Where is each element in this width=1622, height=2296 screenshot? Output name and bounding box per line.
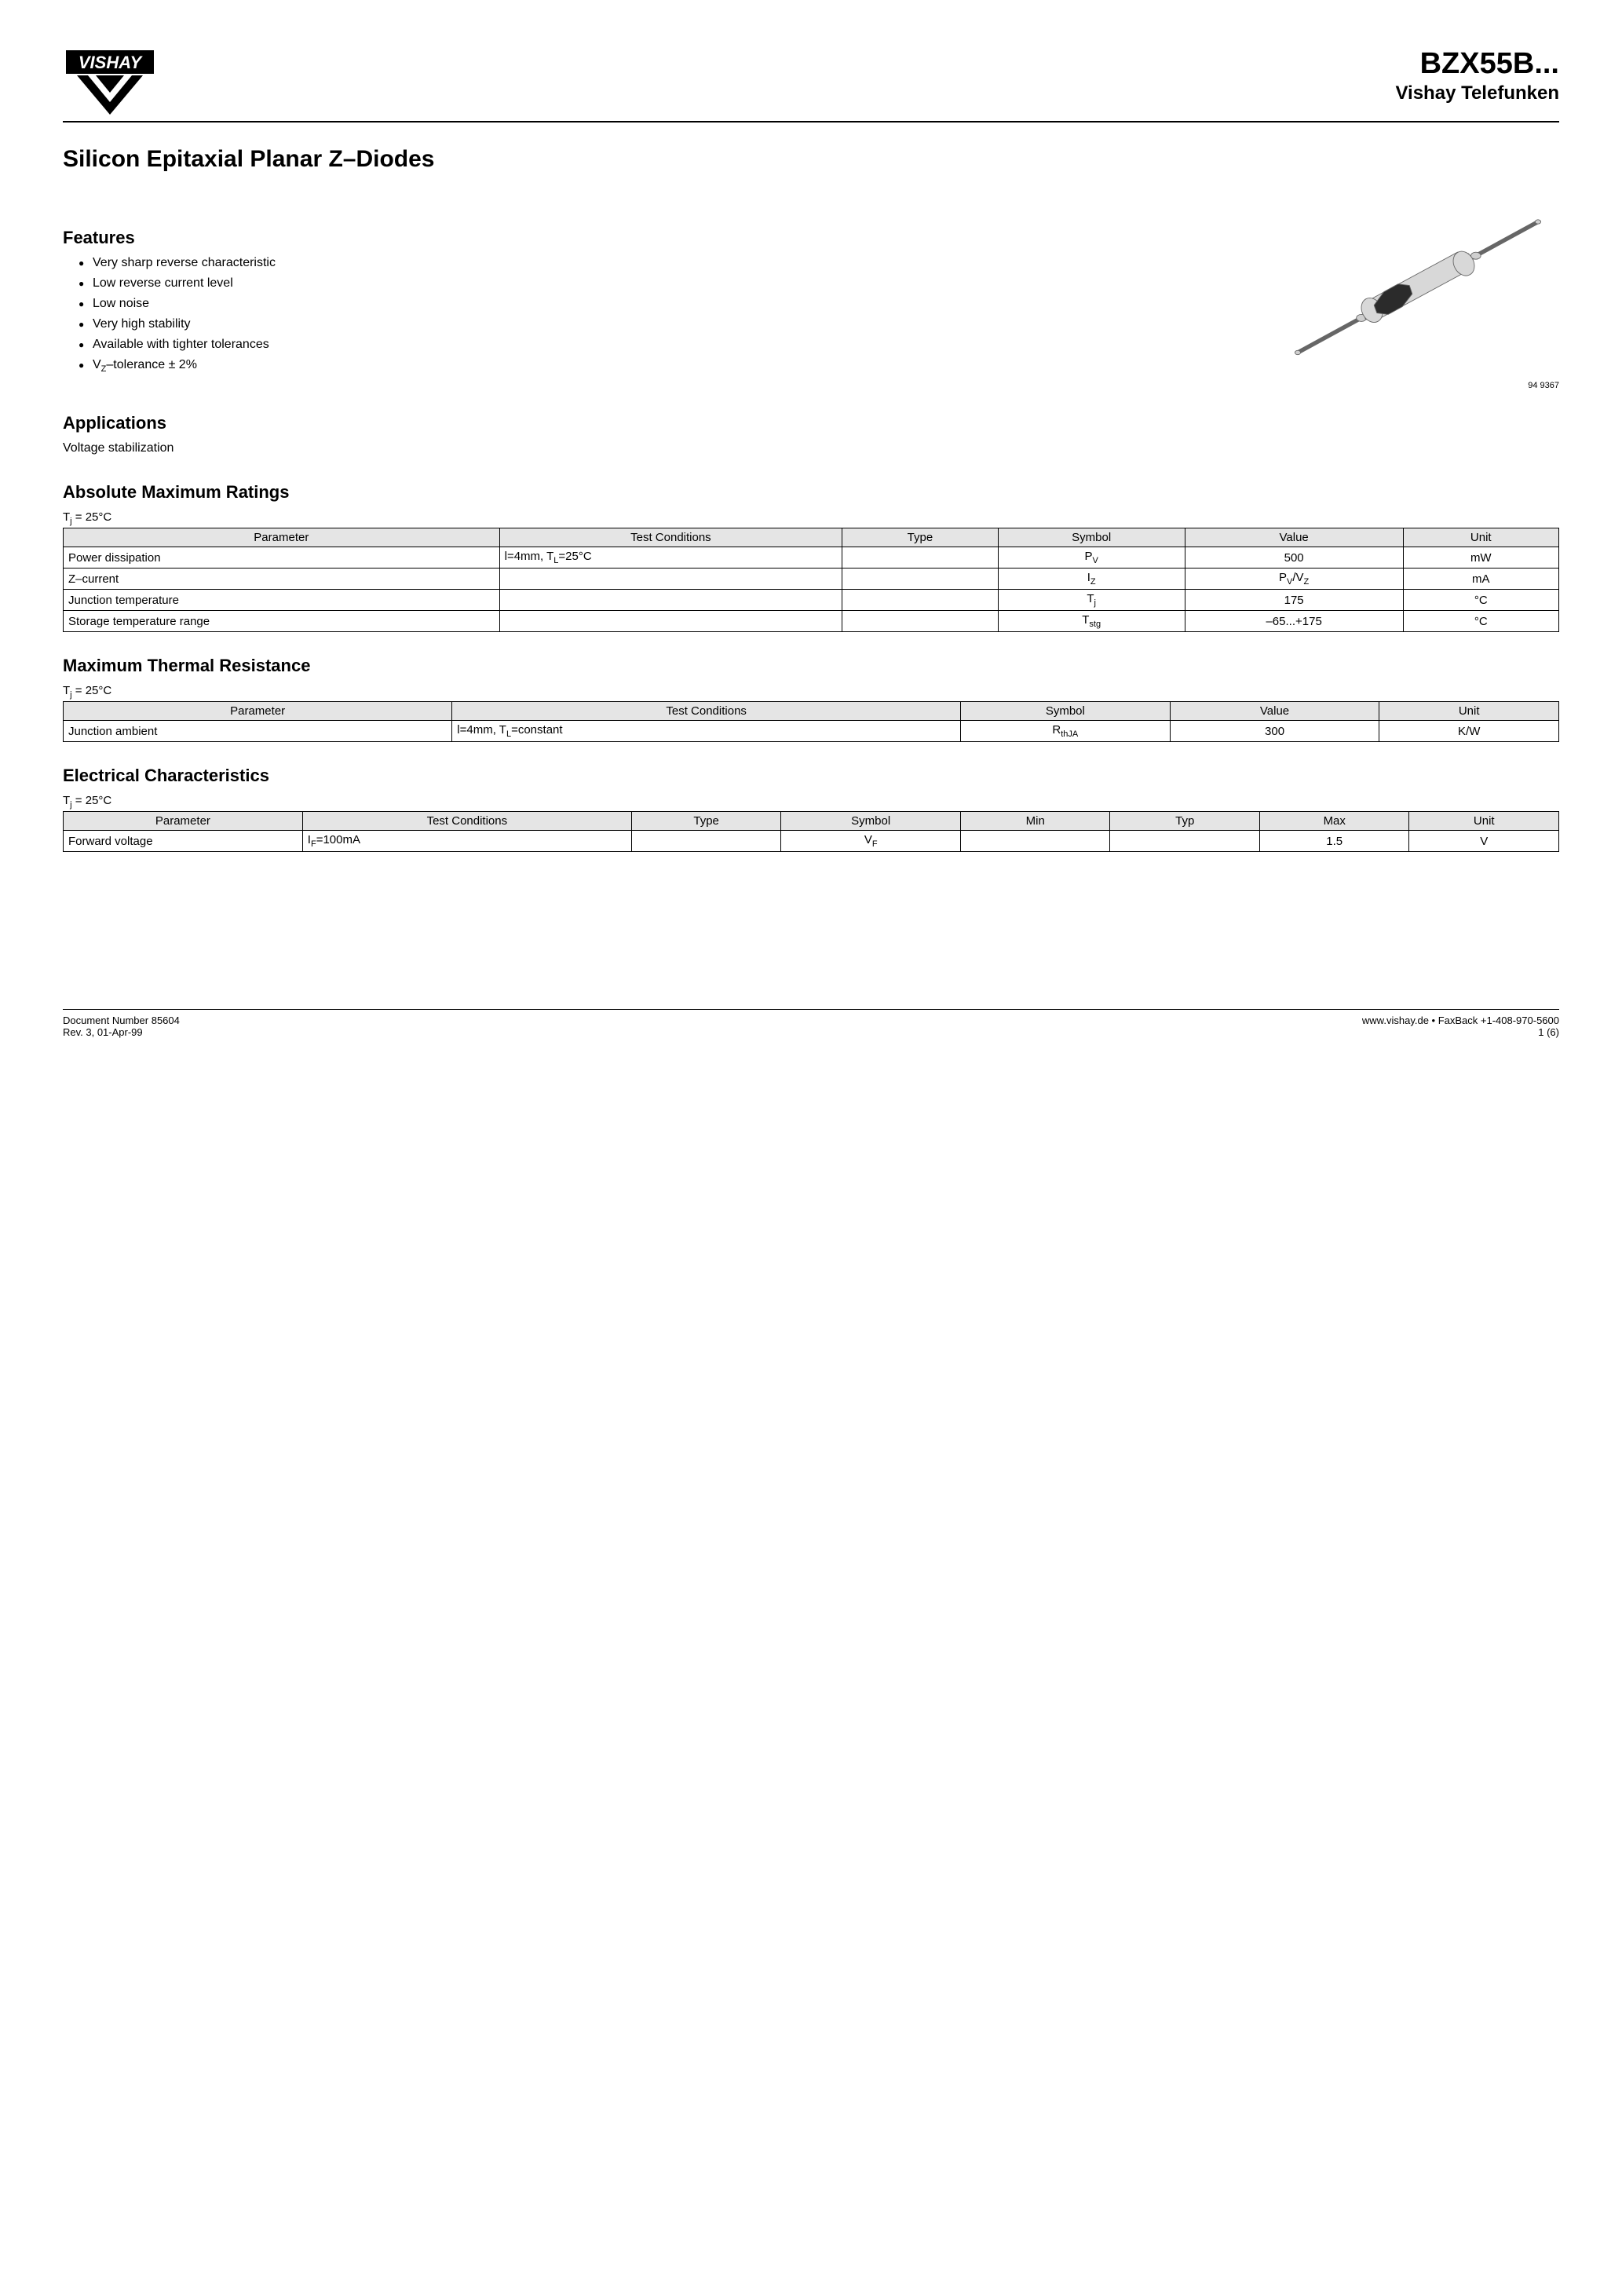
- table-header: Min: [960, 812, 1110, 831]
- vishay-logo-icon: VISHAY: [63, 47, 157, 118]
- table-header: Unit: [1409, 812, 1559, 831]
- footer-page: 1 (6): [1362, 1026, 1559, 1038]
- feature-item: VZ–tolerance ± 2%: [79, 358, 799, 374]
- mtr-heading: Maximum Thermal Resistance: [63, 656, 1559, 676]
- table-header: Type: [842, 528, 998, 547]
- table-cell: Z–current: [64, 569, 500, 590]
- table-header: Test Conditions: [452, 702, 961, 721]
- table-cell: [842, 569, 998, 590]
- table-row: Power dissipationl=4mm, TL=25°C PV500mW: [64, 547, 1559, 569]
- table-header: Test Conditions: [499, 528, 842, 547]
- table-header: Symbol: [961, 702, 1171, 721]
- table-cell: V: [1409, 831, 1559, 852]
- table-cell: RthJA: [961, 721, 1171, 742]
- applications-text: Voltage stabilization: [63, 441, 799, 455]
- footer-left: Document Number 85604 Rev. 3, 01-Apr-99: [63, 1015, 180, 1038]
- features-list: Very sharp reverse characteristic Low rev…: [63, 256, 799, 374]
- table-cell: Forward voltage: [64, 831, 303, 852]
- table-cell: 500: [1185, 547, 1403, 569]
- ec-condition: Tj = 25°C: [63, 794, 1559, 810]
- table-cell: VF: [781, 831, 961, 852]
- page-header: VISHAY BZX55B... Vishay Telefunken: [63, 47, 1559, 122]
- logo: VISHAY: [63, 47, 157, 118]
- features-heading: Features: [63, 228, 799, 248]
- table-cell: [842, 590, 998, 611]
- table-header: Value: [1185, 528, 1403, 547]
- table-cell: Junction temperature: [64, 590, 500, 611]
- logo-text: VISHAY: [79, 53, 144, 72]
- table-cell: IF=100mA: [302, 831, 631, 852]
- table-cell: PV: [998, 547, 1185, 569]
- table-cell: K/W: [1379, 721, 1559, 742]
- feature-item: Low reverse current level: [79, 276, 799, 291]
- table-row: Storage temperature range Tstg–65...+175°…: [64, 611, 1559, 632]
- table-cell: Tstg: [998, 611, 1185, 632]
- page-footer: Document Number 85604 Rev. 3, 01-Apr-99 …: [63, 1009, 1559, 1038]
- table-cell: PV/VZ: [1185, 569, 1403, 590]
- table-cell: [842, 611, 998, 632]
- table-cell: Power dissipation: [64, 547, 500, 569]
- main-title: Silicon Epitaxial Planar Z–Diodes: [63, 146, 1559, 173]
- table-cell: Tj: [998, 590, 1185, 611]
- table-cell: °C: [1403, 611, 1558, 632]
- amr-table: ParameterTest ConditionsTypeSymbolValueU…: [63, 528, 1559, 632]
- table-header: Parameter: [64, 528, 500, 547]
- table-header: Parameter: [64, 702, 452, 721]
- table-cell: [499, 590, 842, 611]
- table-cell: mW: [1403, 547, 1558, 569]
- amr-condition: Tj = 25°C: [63, 510, 1559, 526]
- table-cell: [499, 611, 842, 632]
- mtr-condition: Tj = 25°C: [63, 684, 1559, 700]
- table-header: Type: [631, 812, 781, 831]
- amr-heading: Absolute Maximum Ratings: [63, 482, 1559, 503]
- table-header: Symbol: [781, 812, 961, 831]
- ec-heading: Electrical Characteristics: [63, 766, 1559, 786]
- feature-item: Very high stability: [79, 317, 799, 331]
- diode-package-icon: [1277, 204, 1559, 374]
- table-cell: [631, 831, 781, 852]
- footer-right: www.vishay.de • FaxBack +1-408-970-5600 …: [1362, 1015, 1559, 1038]
- table-cell: l=4mm, TL=constant: [452, 721, 961, 742]
- figure-label: 94 9367: [823, 381, 1559, 390]
- title-block: BZX55B... Vishay Telefunken: [1395, 47, 1559, 104]
- table-header: Symbol: [998, 528, 1185, 547]
- table-cell: Junction ambient: [64, 721, 452, 742]
- table-header: Parameter: [64, 812, 303, 831]
- table-cell: [1110, 831, 1260, 852]
- applications-heading: Applications: [63, 413, 799, 433]
- footer-url: www.vishay.de • FaxBack +1-408-970-5600: [1362, 1015, 1559, 1026]
- table-header: Unit: [1379, 702, 1559, 721]
- table-header: Test Conditions: [302, 812, 631, 831]
- table-header: Value: [1170, 702, 1379, 721]
- table-row: Z–current IZPV/VZmA: [64, 569, 1559, 590]
- ec-table: ParameterTest ConditionsTypeSymbolMinTyp…: [63, 811, 1559, 852]
- brand-line: Vishay Telefunken: [1395, 82, 1559, 104]
- table-cell: mA: [1403, 569, 1558, 590]
- table-header: Unit: [1403, 528, 1558, 547]
- part-number: BZX55B...: [1395, 47, 1559, 81]
- feature-item: Available with tighter tolerances: [79, 338, 799, 352]
- table-cell: 1.5: [1259, 831, 1409, 852]
- feature-item: Low noise: [79, 297, 799, 311]
- table-cell: °C: [1403, 590, 1558, 611]
- table-header: Max: [1259, 812, 1409, 831]
- table-row: Junction ambientl=4mm, TL=constantRthJA3…: [64, 721, 1559, 742]
- table-cell: –65...+175: [1185, 611, 1403, 632]
- features-applications-row: Features Very sharp reverse characterist…: [63, 204, 1559, 459]
- table-cell: 175: [1185, 590, 1403, 611]
- table-row: Forward voltageIF=100mA VF 1.5V: [64, 831, 1559, 852]
- table-cell: [499, 569, 842, 590]
- doc-number: Document Number 85604: [63, 1015, 180, 1026]
- table-header: Typ: [1110, 812, 1260, 831]
- table-cell: [842, 547, 998, 569]
- mtr-table: ParameterTest ConditionsSymbolValueUnitJ…: [63, 701, 1559, 742]
- table-cell: 300: [1170, 721, 1379, 742]
- table-row: Junction temperature Tj175°C: [64, 590, 1559, 611]
- feature-item: Very sharp reverse characteristic: [79, 256, 799, 270]
- table-cell: l=4mm, TL=25°C: [499, 547, 842, 569]
- table-cell: IZ: [998, 569, 1185, 590]
- table-cell: Storage temperature range: [64, 611, 500, 632]
- doc-rev: Rev. 3, 01-Apr-99: [63, 1026, 180, 1038]
- table-cell: [960, 831, 1110, 852]
